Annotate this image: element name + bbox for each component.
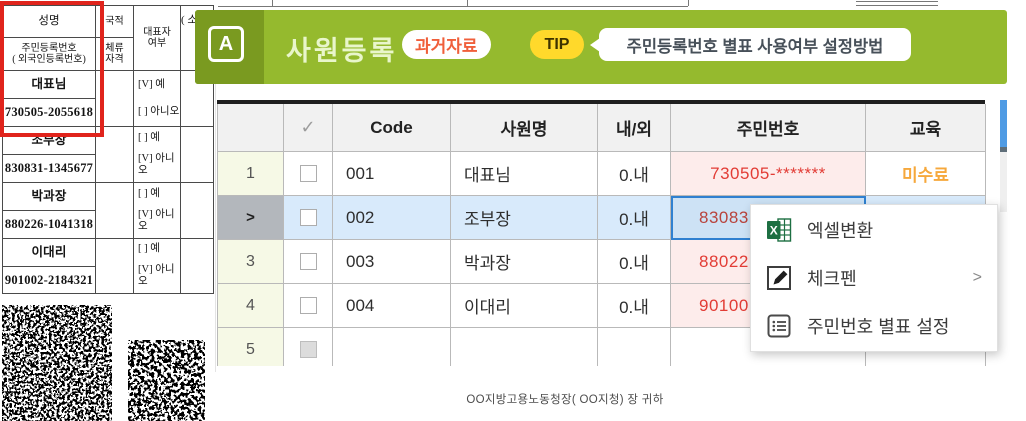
form-header-nationality: 국적 bbox=[96, 6, 134, 38]
history-tag-badge: 과거자료 bbox=[402, 30, 491, 59]
form-name: 대표님 bbox=[3, 71, 96, 99]
row-checkbox-disabled bbox=[299, 341, 317, 358]
inout-cell[interactable]: 0.내 bbox=[598, 152, 671, 196]
name-cell[interactable] bbox=[451, 328, 598, 366]
scan-line-top bbox=[218, 6, 688, 7]
barcode-small bbox=[128, 340, 205, 421]
scrollbar-thumb-end bbox=[1000, 147, 1007, 152]
code-cell[interactable]: 003 bbox=[333, 240, 451, 284]
app-header: A 사원등록 과거자료 TIP 주민등록번호 별표 사용여부 설정방법 N bbox=[195, 10, 1007, 84]
excel-icon: X bbox=[767, 218, 792, 242]
header-check-icon[interactable]: ✓ bbox=[284, 104, 333, 152]
form-nationality-cell bbox=[96, 127, 134, 183]
header-rrn[interactable]: 주민번호 bbox=[671, 104, 866, 152]
header-in-out[interactable]: 내/외 bbox=[598, 104, 671, 152]
context-menu: X 엑셀변환 체크펜 > 주민번호 별표 설정 bbox=[750, 204, 998, 352]
form-rrn: 901002-2184321 bbox=[3, 267, 96, 294]
pen-icon bbox=[767, 266, 791, 290]
form-rep-cell: [ ] 예 [V] 아니오 bbox=[134, 127, 181, 183]
form-name: 조부장 bbox=[3, 127, 96, 155]
menu-item-check-pen[interactable]: 체크펜 > bbox=[751, 254, 997, 302]
name-cell[interactable]: 박과장 bbox=[451, 240, 598, 284]
row-checkbox[interactable] bbox=[299, 253, 317, 270]
header-rownum bbox=[218, 104, 284, 152]
svg-text:X: X bbox=[770, 224, 778, 238]
inout-cell[interactable]: 0.내 bbox=[598, 240, 671, 284]
form-extra-cell bbox=[181, 71, 214, 127]
form-rep-cell: [ ] 예 [V] 아니오 bbox=[134, 183, 181, 239]
code-cell[interactable]: 002 bbox=[333, 196, 451, 240]
menu-item-rrn-asterisk-setting[interactable]: 주민번호 별표 설정 bbox=[751, 302, 997, 350]
form-extra-cell bbox=[181, 127, 214, 183]
form-name: 이대리 bbox=[3, 239, 96, 267]
row-checkbox[interactable] bbox=[299, 165, 317, 182]
inout-cell[interactable]: 0.내 bbox=[598, 284, 671, 328]
form-extra-cell bbox=[181, 239, 214, 294]
header-education[interactable]: 교육 bbox=[866, 104, 986, 152]
scan-line-tick bbox=[467, 0, 468, 6]
checkbox-cell[interactable] bbox=[284, 196, 333, 240]
name-cell[interactable]: 이대리 bbox=[451, 284, 598, 328]
rownum-cell-selected[interactable]: > bbox=[218, 196, 284, 240]
form-header-representative: 대표자 여부 bbox=[134, 6, 181, 71]
form-nationality-cell bbox=[96, 183, 134, 239]
tip-guide-link[interactable]: 주민등록번호 별표 사용여부 설정방법 N bbox=[590, 28, 911, 61]
form-rep-cell: [V] 예[ ] 아니오 bbox=[134, 71, 181, 127]
menu-item-label: 엑셀변환 bbox=[807, 221, 874, 241]
form-header-name: 성명 bbox=[3, 6, 96, 38]
scrollbar-track[interactable] bbox=[1000, 100, 1007, 212]
tip-button[interactable]: TIP bbox=[530, 30, 584, 59]
form-rrn: 830831-1345677 bbox=[3, 155, 96, 183]
checkbox-cell[interactable] bbox=[284, 152, 333, 196]
code-cell[interactable] bbox=[333, 328, 451, 366]
inout-cell[interactable] bbox=[598, 328, 671, 366]
checkbox-cell[interactable] bbox=[284, 240, 333, 284]
name-cell[interactable]: 대표님 bbox=[451, 152, 598, 196]
header-accent-block bbox=[195, 10, 264, 84]
form-rrn: 880226-1041318 bbox=[3, 211, 96, 239]
rrn-cell[interactable]: 730505-******* bbox=[671, 152, 866, 196]
rownum-cell[interactable]: 5 bbox=[218, 328, 284, 366]
scan-line-tick bbox=[688, 0, 689, 6]
code-cell[interactable]: 004 bbox=[333, 284, 451, 328]
rownum-cell[interactable]: 1 bbox=[218, 152, 284, 196]
menu-item-excel-export[interactable]: X 엑셀변환 bbox=[751, 206, 997, 254]
form-header-stay: 체류 자격 bbox=[96, 38, 134, 71]
name-cell[interactable]: 조부장 bbox=[451, 196, 598, 240]
scan-line-right bbox=[856, 5, 938, 6]
a-badge-icon: A bbox=[208, 26, 244, 62]
scrollbar-thumb[interactable] bbox=[1000, 100, 1007, 147]
checkbox-cell[interactable] bbox=[284, 284, 333, 328]
footer-recipient-text: OO지방고용노동청장( OO지청) 장 귀하 bbox=[466, 394, 664, 406]
education-cell[interactable]: 미수료 bbox=[866, 152, 986, 196]
rownum-cell[interactable]: 4 bbox=[218, 284, 284, 328]
list-icon bbox=[767, 314, 791, 338]
submenu-arrow-icon: > bbox=[972, 269, 982, 286]
inout-cell[interactable]: 0.내 bbox=[598, 196, 671, 240]
form-nationality-cell bbox=[96, 239, 134, 294]
rownum-cell[interactable]: 3 bbox=[218, 240, 284, 284]
grid-top-border bbox=[217, 100, 985, 104]
form-header-rrn: 주민등록번호( 외국인등록번호) bbox=[3, 38, 96, 71]
menu-item-label: 체크펜 bbox=[807, 269, 857, 289]
form-name: 박과장 bbox=[3, 183, 96, 211]
barcode-large bbox=[2, 305, 112, 421]
row-checkbox[interactable] bbox=[299, 297, 317, 314]
form-rep-cell: [ ] 예 [V] 아니오 bbox=[134, 239, 181, 294]
scan-line-tick bbox=[272, 0, 273, 6]
header-code[interactable]: Code bbox=[333, 104, 451, 152]
scanned-form: 성명 국적 대표자 여부 ( 소 주민등록번호( 외국인등록번호) 체류 자격 대표… bbox=[2, 5, 214, 294]
scan-line-right bbox=[856, 1, 938, 2]
form-nationality-cell bbox=[96, 71, 134, 127]
code-cell[interactable]: 001 bbox=[333, 152, 451, 196]
form-rrn: 730505-2055618 bbox=[3, 99, 96, 127]
form-extra-cell bbox=[181, 183, 214, 239]
header-employee-name[interactable]: 사원명 bbox=[451, 104, 598, 152]
page-title: 사원등록 bbox=[286, 36, 398, 66]
menu-item-label: 주민번호 별표 설정 bbox=[807, 317, 950, 337]
row-checkbox[interactable] bbox=[299, 209, 317, 226]
checkbox-cell bbox=[284, 328, 333, 366]
